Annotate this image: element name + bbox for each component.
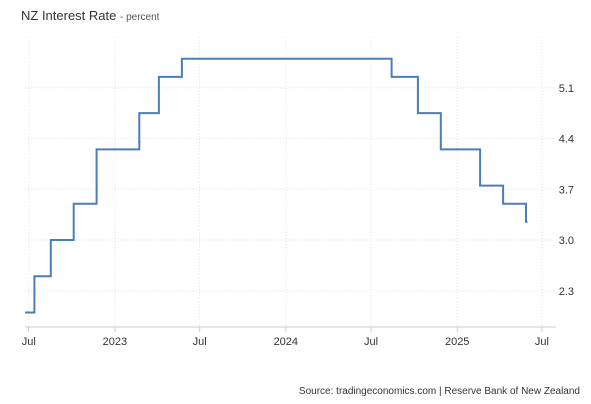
chart-unit: - percent — [120, 12, 160, 23]
x-tick-label: Jul — [22, 336, 36, 348]
source-note: Source: tradingeconomics.com | Reserve B… — [298, 386, 580, 397]
series-line — [25, 57, 528, 314]
y-tick-label: 5.1 — [559, 83, 574, 95]
y-tick-label: 3.7 — [559, 184, 574, 196]
x-tick-label: 2025 — [445, 336, 469, 348]
x-tick-label: Jul — [193, 336, 207, 348]
x-tick-label: 2024 — [274, 336, 298, 348]
x-tick-label: Jul — [364, 336, 378, 348]
chart-title-text: NZ Interest Rate — [21, 8, 117, 23]
x-tick-label: 2023 — [103, 336, 127, 348]
y-tick-label: 3.0 — [559, 235, 574, 247]
chart-title: NZ Interest Rate - percent — [21, 8, 159, 23]
x-tick-label: Jul — [535, 336, 549, 348]
y-tick-label: 4.4 — [559, 134, 574, 146]
y-tick-label: 2.3 — [559, 286, 574, 298]
